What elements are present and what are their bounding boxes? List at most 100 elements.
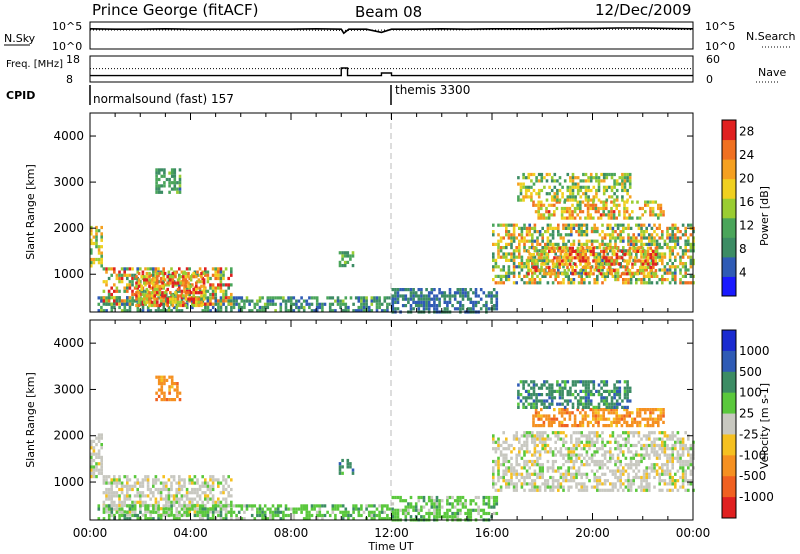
heatmap-cell xyxy=(545,386,549,390)
heatmap-cell xyxy=(338,465,342,469)
heatmap-cell xyxy=(240,296,244,300)
heatmap-cell xyxy=(531,242,534,246)
heatmap-cell xyxy=(375,513,379,518)
heatmap-cell xyxy=(148,271,151,276)
heatmap-cell xyxy=(196,494,199,498)
heatmap-cell xyxy=(520,265,524,269)
heatmap-cell xyxy=(558,420,561,424)
heatmap-cell xyxy=(157,187,161,191)
heatmap-cell xyxy=(607,213,611,217)
heatmap-cell xyxy=(570,278,573,282)
heatmap-cell xyxy=(564,447,568,451)
heatmap-cell xyxy=(612,213,616,217)
heatmap-cell xyxy=(585,459,589,464)
heatmap-cell xyxy=(674,223,677,227)
heatmap-cell xyxy=(615,424,618,428)
heatmap-cell xyxy=(430,502,434,506)
heatmap-cell xyxy=(160,184,164,188)
heatmap-cell xyxy=(550,424,553,428)
heatmap-cell xyxy=(505,459,508,464)
heatmap-cell xyxy=(417,307,421,311)
heatmap-cell xyxy=(176,300,180,304)
heatmap-cell xyxy=(409,297,413,301)
heatmap-cell xyxy=(600,172,603,177)
heatmap-cell xyxy=(661,443,664,448)
heatmap-cell xyxy=(644,408,647,412)
heatmap-cell xyxy=(553,198,557,202)
heatmap-cell xyxy=(549,223,552,227)
heatmap-cell xyxy=(687,463,690,467)
heatmap-cell xyxy=(622,482,625,486)
heatmap-cell xyxy=(689,482,693,486)
heatmap-cell xyxy=(115,276,119,281)
noise-right-tick-top: 10^5 xyxy=(705,20,735,33)
heatmap-cell xyxy=(453,294,457,298)
heatmap-cell xyxy=(274,513,277,518)
heatmap-cell xyxy=(157,375,161,379)
heatmap-cell xyxy=(394,508,397,512)
heatmap-cell xyxy=(619,475,622,480)
heatmap-cell xyxy=(550,246,554,250)
heatmap-cell xyxy=(607,256,611,260)
heatmap-cell xyxy=(214,276,217,281)
heatmap-cell xyxy=(146,475,150,479)
heatmap-cell xyxy=(105,497,108,501)
heatmap-cell xyxy=(596,479,599,483)
colorbar-swatch xyxy=(722,237,736,258)
heatmap-cell xyxy=(571,192,575,196)
heatmap-cell xyxy=(626,172,629,177)
frequency-left-label: Freq. [MHz] xyxy=(6,59,63,70)
heatmap-cell xyxy=(658,242,661,246)
heatmap-cell xyxy=(537,213,540,217)
heatmap-cell xyxy=(269,507,272,511)
heatmap-cell xyxy=(577,437,581,441)
heatmap-cell xyxy=(446,495,449,500)
heatmap-cell xyxy=(620,424,624,428)
heatmap-cell xyxy=(644,253,647,257)
heatmap-cell xyxy=(459,511,462,516)
heatmap-cell xyxy=(152,491,155,495)
heatmap-cell xyxy=(399,499,402,503)
heatmap-cell xyxy=(92,241,96,246)
heatmap-cell xyxy=(256,309,259,313)
heatmap-cell xyxy=(248,309,251,313)
heatmap-cell xyxy=(558,188,562,193)
heatmap-cell xyxy=(224,497,228,501)
heatmap-cell xyxy=(490,297,493,301)
heatmap-cell xyxy=(334,299,337,303)
heatmap-cell xyxy=(545,272,548,276)
heatmap-cell xyxy=(575,252,578,256)
heatmap-cell xyxy=(636,272,639,276)
heatmap-cell xyxy=(616,475,620,480)
heatmap-cell xyxy=(663,265,667,269)
heatmap-cell xyxy=(533,482,537,486)
heatmap-cell xyxy=(310,302,314,306)
heatmap-cell xyxy=(575,447,578,451)
heatmap-cell xyxy=(446,511,449,516)
heatmap-cell xyxy=(592,200,595,204)
heatmap-cell xyxy=(674,239,677,243)
heatmap-cell xyxy=(589,179,593,183)
heatmap-cell xyxy=(687,236,690,240)
heatmap-cell xyxy=(562,281,565,285)
heatmap-cell xyxy=(201,280,204,284)
heatmap-cell xyxy=(600,179,603,183)
heatmap-cell xyxy=(551,485,555,489)
heatmap-cell xyxy=(558,424,561,428)
heatmap-cell xyxy=(538,434,542,438)
heatmap-cell xyxy=(176,187,179,191)
heatmap-cell xyxy=(629,485,633,489)
heatmap-cell xyxy=(589,198,593,202)
heatmap-cell xyxy=(152,510,155,514)
heatmap-cell xyxy=(585,443,589,448)
heatmap-cell xyxy=(237,309,241,313)
heatmap-cell xyxy=(687,281,690,285)
heatmap-cell xyxy=(545,198,549,202)
heatmap-cell xyxy=(266,507,270,511)
heatmap-cell xyxy=(461,304,465,308)
heatmap-cell xyxy=(178,168,182,172)
heatmap-cell xyxy=(451,304,454,308)
heatmap-cell xyxy=(627,450,630,454)
heatmap-cell xyxy=(599,414,603,418)
heatmap-cell xyxy=(412,307,415,311)
